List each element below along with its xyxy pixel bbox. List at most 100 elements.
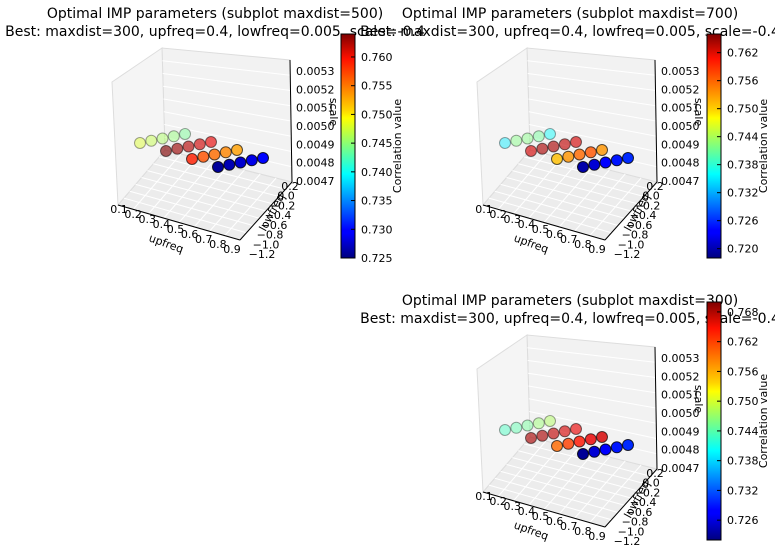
data-point — [573, 148, 586, 161]
y-tick-label: −0.2 — [634, 486, 661, 499]
grid-line — [528, 111, 657, 137]
colorbar-tick-label: 0.726 — [727, 514, 759, 527]
z-axis-line — [289, 59, 293, 183]
y-tick-label: −0.4 — [630, 496, 657, 509]
side-pane — [111, 47, 166, 207]
data-point — [197, 150, 210, 163]
grid-line — [527, 347, 656, 363]
grid-line — [163, 111, 292, 137]
y-tick-label: 0.0 — [642, 477, 660, 490]
z-tick-label: 0.0052 — [296, 83, 335, 96]
colorbar-tick-label: 0.750 — [727, 395, 759, 408]
data-point — [219, 146, 232, 159]
x-tick-label: 0.5 — [167, 223, 185, 236]
grid-line — [574, 173, 626, 232]
data-point — [160, 145, 172, 157]
x-tick-label: 0.3 — [504, 213, 522, 226]
grid-line — [159, 156, 286, 190]
data-point — [499, 424, 511, 436]
chart-subtitle: Best: maxdist=300, upfreq=0.4, lowfreq=0… — [5, 24, 425, 40]
z-axis-line — [654, 59, 658, 183]
grid-line — [518, 163, 645, 197]
x-tick-label: 0.2 — [489, 495, 507, 508]
data-point — [525, 145, 537, 157]
grid-line — [162, 73, 291, 91]
grid-line — [527, 360, 656, 378]
y-tick-label: 0.2 — [646, 180, 664, 193]
grid-line — [558, 456, 610, 515]
data-point — [257, 152, 269, 164]
grid-line — [163, 85, 291, 107]
y-tick-label: 0.2 — [281, 180, 299, 193]
grid-line — [164, 124, 292, 152]
z-tick-label: 0.0049 — [661, 138, 700, 151]
z-tick-label: 0.0048 — [661, 157, 700, 170]
colorbar-tick-label: 0.760 — [361, 51, 393, 64]
data-point — [245, 154, 258, 167]
data-point — [622, 439, 634, 451]
z-tick-label: 0.0051 — [661, 102, 700, 115]
data-point — [231, 144, 243, 156]
data-point — [577, 161, 589, 173]
grid-line — [528, 372, 656, 394]
z-tick-label: 0.0050 — [661, 407, 700, 420]
y-tick-label: −1.2 — [614, 248, 641, 261]
x-tick-label: 0.9 — [588, 243, 606, 256]
data-point — [186, 153, 198, 165]
colorbar: 0.720 0.726 0.732 0.738 0.744 0.750 0.756 0.762… — [706, 33, 770, 259]
x-tick-label: 0.6 — [546, 515, 564, 528]
colorbar-tick-label: 0.744 — [727, 131, 759, 144]
grid-line — [529, 124, 657, 152]
grid-line — [153, 163, 280, 197]
data-point — [573, 435, 586, 448]
colorbar-tick-label: 0.735 — [361, 195, 393, 208]
z-tick-label: 0.0053 — [661, 352, 700, 365]
data-point — [212, 161, 224, 173]
x-tick-label: 0.1 — [475, 203, 493, 216]
data-point — [547, 427, 560, 440]
data-point — [525, 432, 537, 444]
x-tick-label: 0.8 — [574, 525, 592, 538]
data-point — [610, 441, 623, 454]
y-tick-label: −1.2 — [249, 248, 276, 261]
grid-line — [528, 398, 657, 424]
grid-line — [506, 177, 632, 212]
y-axis-line — [604, 181, 658, 241]
grid-line — [209, 173, 261, 232]
x-tick-label: 0.9 — [223, 243, 241, 256]
grid-line — [506, 464, 632, 499]
data-point — [577, 448, 589, 460]
data-point — [205, 136, 217, 148]
y-tick-label: −0.8 — [622, 516, 649, 529]
scatter-points — [499, 415, 634, 460]
grid-line — [141, 177, 267, 212]
grid-line — [529, 411, 657, 439]
data-point — [521, 419, 534, 432]
x-tick-label: 0.3 — [139, 213, 157, 226]
grid-line — [518, 450, 645, 484]
x-tick-label: 0.7 — [195, 233, 213, 246]
chart-panel-1: Optimal IMP parameters (subplot maxdist=… — [5, 6, 425, 265]
z-tick-label: 0.0053 — [296, 65, 335, 78]
grid-line — [163, 98, 292, 122]
chart-subtitle: Best: maxdist=300, upfreq=0.4, lowfreq=0… — [360, 311, 775, 327]
z-tick-label: 0.0052 — [661, 370, 700, 383]
colorbar-tick-label: 0.745 — [361, 137, 393, 150]
x-tick-label: 0.3 — [504, 500, 522, 513]
colorbar-tick-label: 0.755 — [361, 80, 393, 93]
grid-line — [528, 98, 657, 122]
colorbar-tick-label: 0.744 — [727, 425, 759, 438]
y-axis-line — [604, 468, 658, 528]
colorbar-gradient — [706, 301, 722, 541]
data-point — [234, 156, 247, 169]
data-point — [599, 443, 612, 456]
x-tick-label: 0.9 — [588, 530, 606, 543]
x-tick-label: 0.8 — [209, 238, 227, 251]
grid-line — [524, 156, 651, 190]
x-tick-label: 0.1 — [110, 203, 128, 216]
data-point — [193, 138, 206, 151]
data-point — [558, 138, 571, 151]
y-tick-label: −0.8 — [257, 229, 284, 242]
data-point — [588, 445, 601, 458]
y-tick-label: −0.2 — [634, 199, 661, 212]
